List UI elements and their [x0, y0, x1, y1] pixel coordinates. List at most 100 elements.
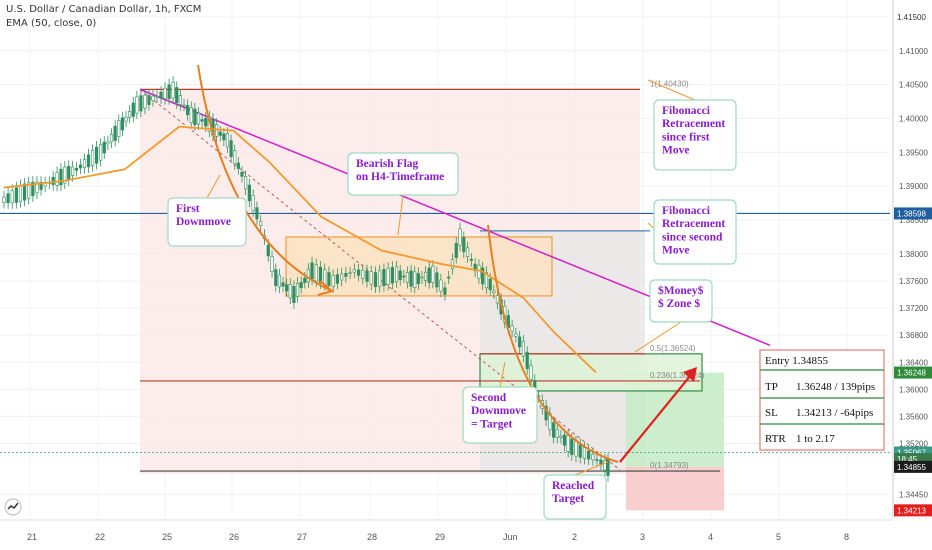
price-tag-label: 1.34855 [897, 463, 926, 472]
candle-body [373, 272, 378, 288]
annotation-callout[interactable]: Fibonacci Retracement since first Move [647, 79, 737, 171]
candle-body [117, 120, 121, 138]
price-axis[interactable] [893, 0, 932, 518]
candle-body [222, 133, 226, 141]
callout-text: Bearish Flag on H4-Timeframe [356, 158, 444, 183]
candle-body [14, 187, 18, 203]
candle-body [365, 270, 369, 282]
callout-box [462, 386, 538, 444]
candle-body [167, 84, 171, 99]
candle-body [473, 263, 477, 272]
time-tick-label: 21 [27, 532, 37, 542]
candle-body [78, 164, 83, 169]
candle-body [582, 447, 587, 459]
candle-body [159, 91, 163, 99]
price-tick-label: 1.36800 [899, 331, 928, 340]
candle-body [481, 267, 485, 285]
candle-body [578, 444, 582, 458]
candle-body [335, 274, 340, 284]
candle-body [435, 272, 439, 288]
candle-body [270, 256, 274, 273]
price-tick-label: 1.37200 [899, 304, 928, 313]
symbol-title: U.S. Dollar / Canadian Dollar, 1h, FXCM [6, 4, 202, 15]
time-tick-label: 29 [435, 532, 445, 542]
candle-body [22, 183, 27, 201]
candle-body [147, 95, 151, 105]
candle-body [10, 190, 14, 204]
candle-body [143, 94, 147, 109]
candle-body [240, 171, 244, 177]
callout-pointer [397, 194, 404, 236]
candle-body [314, 264, 318, 282]
trade-sl-label: SL [765, 407, 778, 419]
candle-body [423, 271, 428, 281]
candle-body [63, 166, 67, 184]
candle-body [510, 325, 514, 332]
candle-body [413, 271, 417, 288]
candle-body [70, 166, 75, 176]
callout-text: Reached Target [552, 480, 595, 505]
candle-body [427, 267, 431, 284]
annotation-callout[interactable]: First Downmove [167, 174, 247, 247]
time-tick-label: 25 [162, 532, 172, 542]
callout-pointer [647, 79, 696, 101]
callout-box [347, 152, 459, 196]
candle-body [113, 125, 117, 141]
candle-body [124, 116, 128, 122]
candle-body [603, 460, 607, 471]
candle-body [394, 266, 399, 282]
time-tick-label: 5 [776, 532, 781, 542]
time-tick-label: Jun [503, 532, 518, 542]
candle-body [303, 277, 307, 283]
candle-body [193, 108, 197, 126]
trade-box-frame [759, 349, 885, 451]
ema-50-line [3, 125, 597, 374]
candle-body [39, 181, 43, 190]
callout-text: Fibonacci Retracement since first Move [662, 105, 725, 157]
candle-body [163, 87, 167, 99]
candle-body [131, 102, 135, 117]
money-zone-box [479, 353, 703, 392]
annotation-callout[interactable]: $Money$ $ Zone $ [634, 279, 713, 353]
annotation-callout[interactable]: Fibonacci Retracement since second Move [647, 199, 737, 265]
candle-body [106, 141, 110, 145]
candle-body [323, 269, 327, 285]
price-tick-label: 1.35200 [899, 440, 928, 449]
candle-body [90, 150, 95, 166]
callout-pointer [574, 461, 609, 476]
candle-body [151, 95, 155, 101]
annotation-callout[interactable]: Reached Target [543, 461, 609, 520]
time-tick-label: 2 [572, 532, 577, 542]
indicator-title: EMA (50, close, 0) [6, 18, 97, 29]
price-tag-label: 18:45 [897, 455, 918, 464]
time-tick-label: 28 [367, 532, 377, 542]
candle-body [35, 181, 39, 194]
candle-body [266, 244, 270, 257]
fib-level-label: 0.5(1.36524) [650, 344, 696, 353]
trade-rtr-label: RTR [765, 433, 786, 445]
candle-body [402, 275, 406, 278]
price-tag [894, 207, 932, 220]
candle-body [292, 286, 296, 303]
candle-body [477, 264, 481, 279]
annotation-callout[interactable]: Second Downmove = Target [462, 361, 538, 444]
price-tick-label: 1.40500 [899, 81, 928, 90]
candle-body [196, 113, 201, 125]
callout-box [167, 197, 247, 247]
candle-body [521, 340, 526, 357]
price-tick-label: 1.39000 [899, 182, 928, 191]
annotation-callout[interactable]: Bearish Flag on H4-Timeframe [347, 152, 459, 236]
time-tick-label: 4 [708, 532, 713, 542]
price-tag [894, 10, 932, 23]
candle-body [356, 269, 361, 276]
candle-body [348, 272, 352, 275]
candle-body [18, 185, 23, 202]
candle-body [574, 441, 578, 457]
candle-body [552, 422, 556, 438]
candle-body [229, 140, 233, 158]
candle-body [251, 195, 255, 212]
candle-body [109, 134, 114, 143]
candle-body [369, 271, 373, 285]
candle-body [189, 107, 193, 124]
